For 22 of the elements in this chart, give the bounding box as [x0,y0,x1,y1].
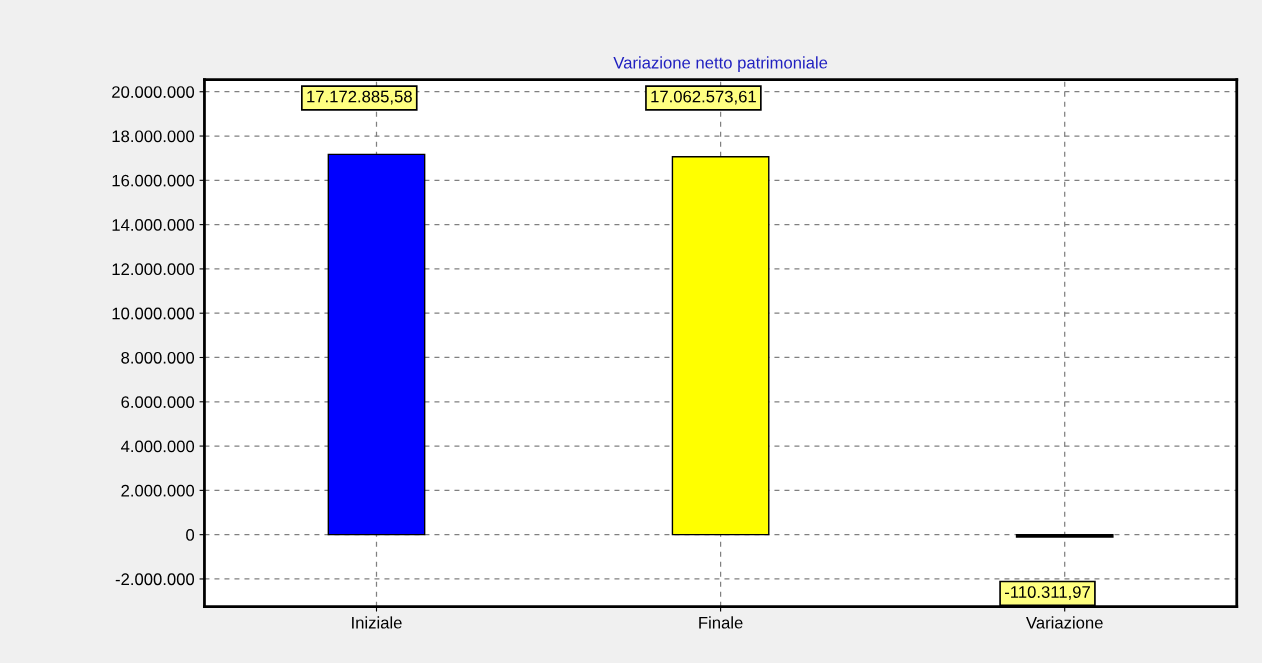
bar [1015,533,1114,538]
y-tick-label: 2.000.000 [121,484,195,497]
data-label: 17.172.885,58 [307,90,412,105]
bar [327,153,426,536]
bar [671,156,770,536]
data-label: -110.311,97 [1004,586,1090,600]
y-tick-label: 0 [186,529,195,541]
y-tick-label: 6.000.000 [121,396,195,408]
y-tick-label: 20.000.000 [112,86,195,98]
y-tick-label: 8.000.000 [121,351,195,364]
y-tick-label: 18.000.000 [112,130,195,143]
y-tick-label: 14.000.000 [112,219,195,231]
data-label: 17.062.573,61 [651,90,756,105]
x-tick-label: Iniziale [352,616,402,629]
y-tick-label: 10.000.000 [112,307,195,320]
y-tick-label: -2.000.000 [115,573,195,586]
chart-title: Variazione netto patrimoniale [613,56,828,72]
x-tick-label: Variazione [1026,616,1103,629]
y-tick-label: 16.000.000 [112,174,195,187]
y-tick-label: 4.000.000 [120,440,195,453]
y-tick-label: 12.000.000 [112,263,195,276]
x-tick-label: Finale [699,616,743,629]
